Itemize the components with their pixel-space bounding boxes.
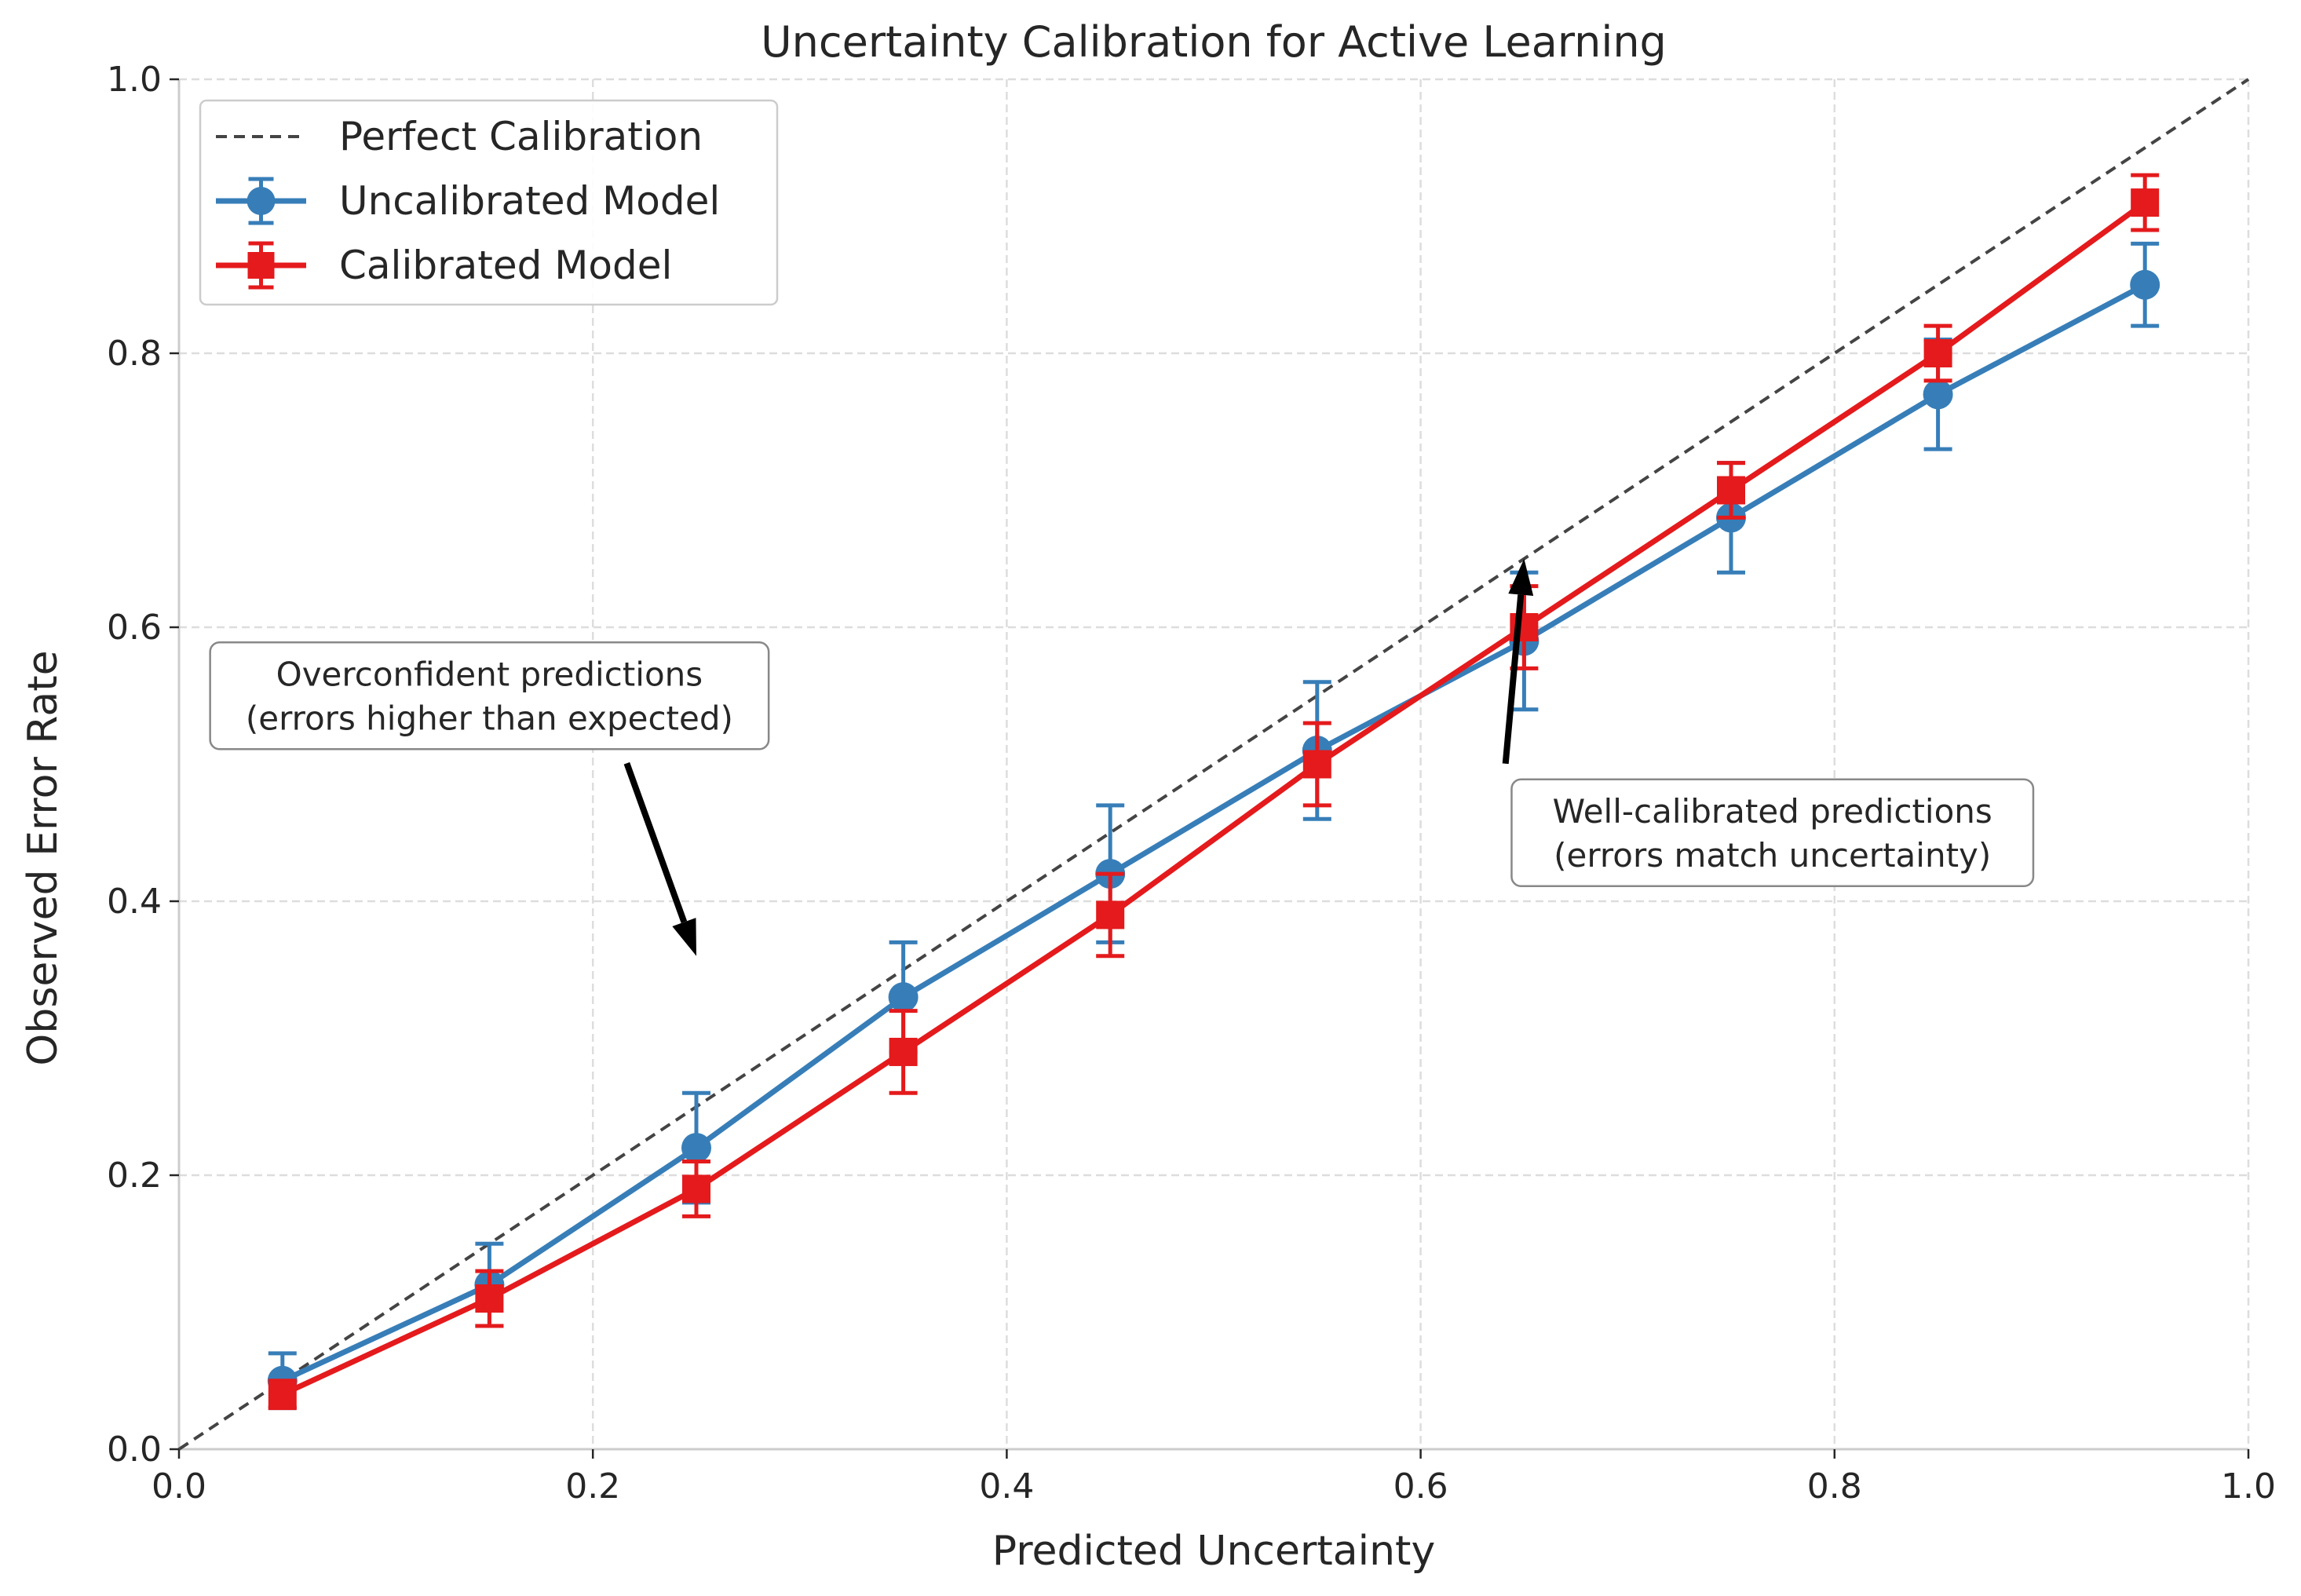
annotation-arrow-shaft bbox=[1502, 594, 1525, 765]
legend-label: Calibrated Model bbox=[339, 243, 672, 288]
y-tick-label: 1.0 bbox=[107, 60, 162, 100]
annotation-text: (errors higher than expected) bbox=[246, 699, 733, 737]
data-point bbox=[681, 1133, 711, 1163]
data-point bbox=[1717, 476, 1745, 505]
reference-layer bbox=[177, 78, 2250, 1451]
annotation-arrow-shaft bbox=[623, 761, 688, 923]
series-line bbox=[281, 200, 2147, 1397]
data-point bbox=[1923, 339, 1952, 367]
x-tick-label: 0.4 bbox=[979, 1466, 1034, 1507]
x-axis-label: Predicted Uncertainty bbox=[992, 1528, 1435, 1575]
annotation-text: (errors match uncertainty) bbox=[1554, 836, 1991, 875]
y-tick-label: 0.6 bbox=[107, 608, 162, 648]
annotation-text: Overconfident predictions bbox=[276, 655, 703, 693]
y-tick-label: 0.0 bbox=[107, 1430, 162, 1470]
x-tick-label: 0.6 bbox=[1393, 1466, 1448, 1507]
overconfident-annotation: Overconfident predictions (errors higher … bbox=[209, 641, 770, 956]
legend-entry: Uncalibrated Model bbox=[216, 177, 720, 225]
annotation-box bbox=[1510, 778, 2035, 887]
series-layer bbox=[267, 173, 2160, 1411]
annotation-arrow-head bbox=[1508, 558, 1534, 597]
legend: Perfect Calibration Uncalibrated Model Cal… bbox=[199, 99, 779, 306]
legend-label: Uncalibrated Model bbox=[339, 178, 720, 224]
y-tick-label: 0.4 bbox=[107, 882, 162, 922]
calibrated-series bbox=[268, 173, 2160, 1411]
series-line bbox=[281, 282, 2146, 1383]
data-point bbox=[888, 982, 919, 1013]
perfect-calibration-line bbox=[177, 78, 2250, 1451]
data-point bbox=[2130, 269, 2160, 300]
chart-title: Uncertainty Calibration for Active Learn… bbox=[761, 17, 1667, 67]
annotation-layer: Overconfident predictions (errors higher … bbox=[209, 558, 2035, 956]
legend-marker bbox=[247, 252, 275, 279]
legend-marker bbox=[247, 187, 276, 215]
x-tick-label: 0.8 bbox=[1807, 1466, 1862, 1507]
y-tick-label: 0.8 bbox=[107, 334, 162, 374]
data-point bbox=[1923, 379, 1953, 410]
grid bbox=[177, 78, 2250, 1451]
x-tick-label: 1.0 bbox=[2221, 1466, 2276, 1507]
y-tick-label: 0.2 bbox=[107, 1156, 162, 1196]
data-point bbox=[1096, 900, 1125, 929]
legend-entry: Perfect Calibration bbox=[216, 114, 703, 159]
axes: 0.0 0.2 0.4 0.6 0.8 1.0 0.0 0.2 0.4 0.6 0.8 1.0 bbox=[107, 60, 2276, 1507]
legend-entry: Calibrated Model bbox=[216, 241, 672, 290]
y-axis-label: Observed Error Rate bbox=[20, 650, 67, 1065]
annotation-box bbox=[209, 641, 770, 751]
x-tick-label: 0.2 bbox=[565, 1466, 620, 1507]
data-point bbox=[1302, 750, 1331, 779]
data-point bbox=[682, 1174, 710, 1203]
legend-box bbox=[199, 99, 779, 306]
x-tick-label: 0.0 bbox=[152, 1466, 206, 1507]
data-point bbox=[268, 1380, 297, 1409]
data-point bbox=[475, 1284, 504, 1313]
legend-label: Perfect Calibration bbox=[339, 114, 703, 159]
data-point bbox=[2131, 188, 2160, 217]
data-point bbox=[889, 1037, 918, 1066]
annotation-text: Well-calibrated predictions bbox=[1553, 792, 1992, 831]
well-calibrated-annotation: Well-calibrated predictions (errors match… bbox=[1502, 558, 2035, 887]
annotation-arrow-head bbox=[672, 918, 696, 956]
